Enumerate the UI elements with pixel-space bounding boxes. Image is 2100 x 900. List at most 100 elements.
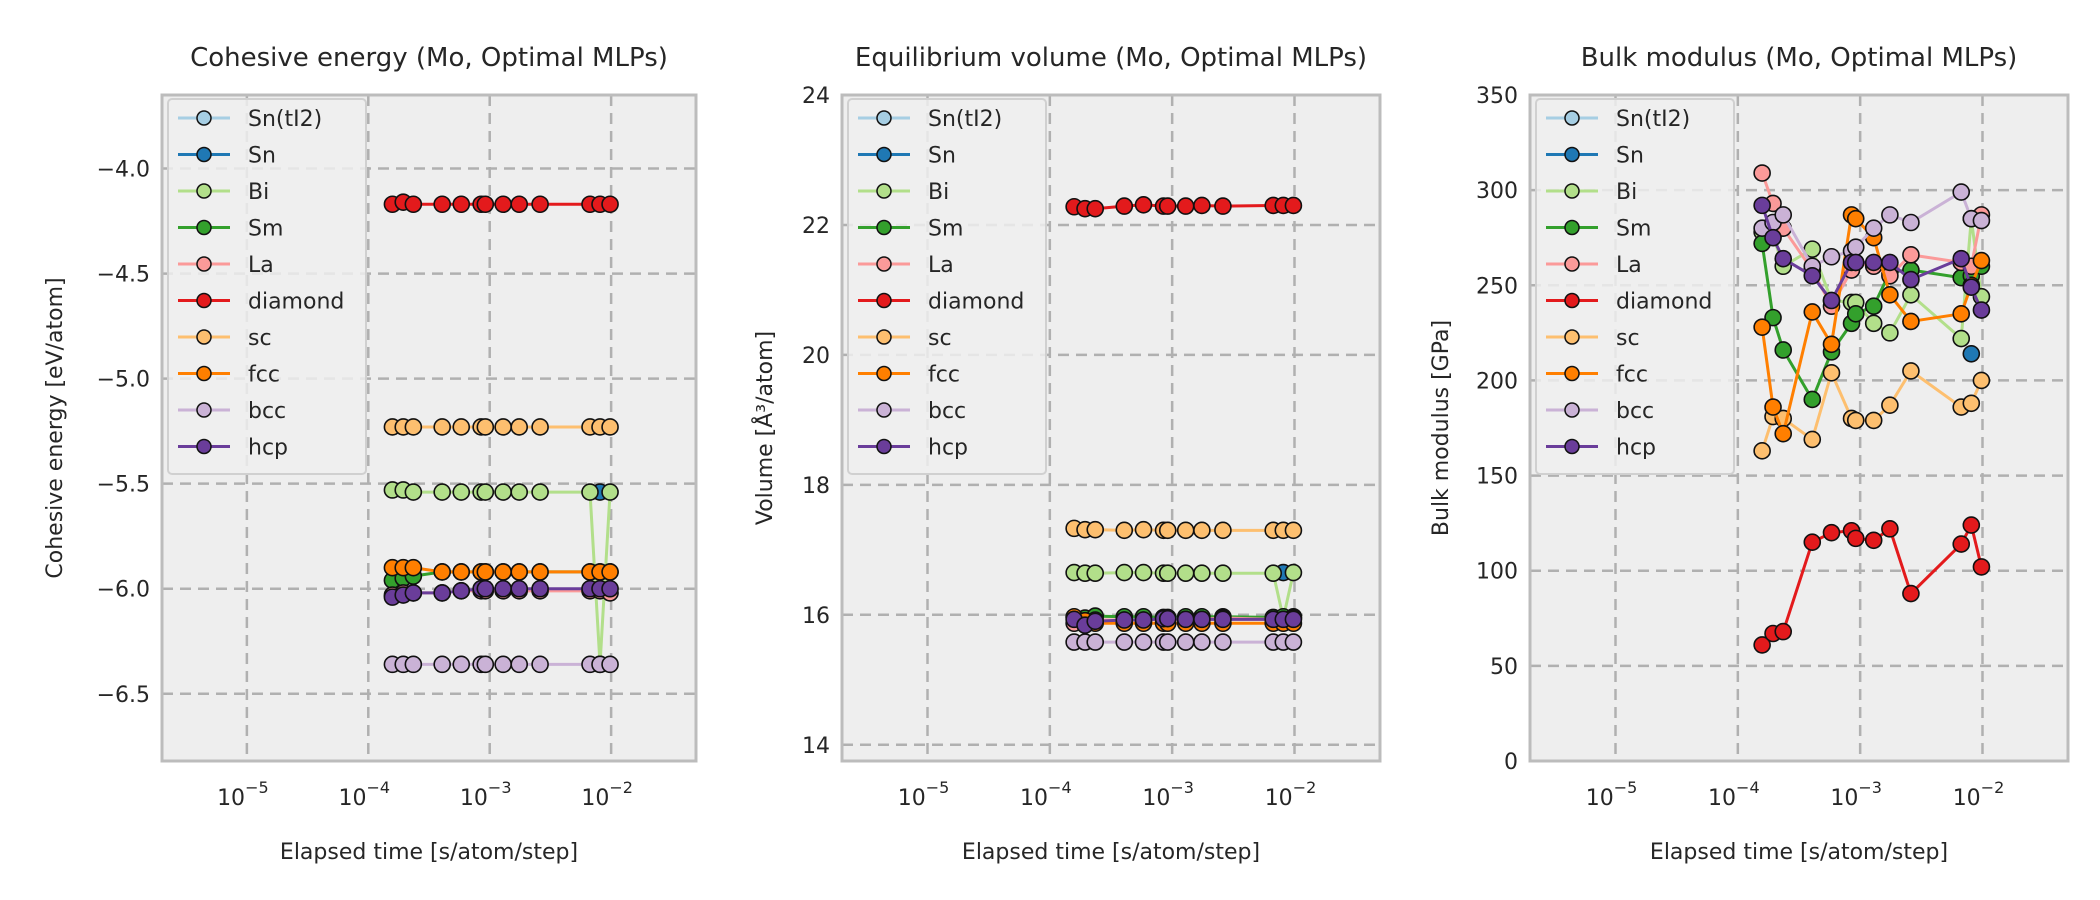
legend-entry: Sn(tI2) — [178, 107, 322, 132]
legend-label: hcp — [928, 436, 968, 461]
data-point-bcc — [1193, 633, 1211, 651]
legend-entry: Sm — [178, 217, 283, 242]
legend-label: Sm — [248, 217, 283, 242]
x-tick-exponent: −3 — [1170, 778, 1194, 797]
legend-marker — [1564, 402, 1580, 418]
legend-marker — [196, 329, 212, 345]
data-point-diamond — [1086, 199, 1105, 218]
legend: Sn(tI2) Sn Bi Sm La diamond sc fcc bcc hcp — [847, 98, 1047, 475]
legend-entry: fcc — [178, 363, 280, 388]
data-point-hcp — [1822, 291, 1841, 310]
y-tick-label: −6.5 — [97, 683, 150, 708]
data-point-sc — [1284, 521, 1303, 540]
y-tick-label: 100 — [1476, 560, 1518, 585]
legend-entry: bcc — [858, 399, 966, 424]
data-point-bcc — [1176, 633, 1195, 651]
legend-label: Sn — [928, 144, 956, 169]
data-point-bcc — [1086, 633, 1105, 651]
legend-entry: hcp — [858, 436, 968, 461]
data-point-bi — [1193, 564, 1211, 583]
data-point-diamond — [1952, 535, 1971, 553]
data-point-fcc — [1881, 285, 1899, 304]
axes-frame — [160, 93, 698, 763]
data-point-diamond — [1846, 529, 1865, 548]
data-point-la — [1902, 246, 1920, 264]
data-point-fcc — [1952, 305, 1971, 323]
data-point-diamond — [601, 195, 619, 214]
y-tick-label: 14 — [802, 734, 830, 759]
legend-marker — [196, 256, 212, 272]
data-point-bcc — [1115, 633, 1134, 651]
legend-label: La — [1616, 253, 1642, 278]
data-point-diamond — [1962, 516, 1981, 534]
data-point-bi — [1864, 314, 1883, 333]
data-point-diamond — [1753, 636, 1771, 654]
legend-entry: bcc — [1546, 399, 1654, 424]
x-tick-exponent: −3 — [488, 778, 512, 797]
legend-marker — [1564, 110, 1580, 126]
legend-marker — [876, 146, 892, 163]
legend-entry: La — [858, 253, 954, 278]
y-tick-label: 20 — [802, 344, 830, 369]
data-point-sc — [1086, 520, 1105, 539]
data-point-hcp — [1881, 253, 1899, 272]
data-point-sc — [1846, 411, 1865, 430]
x-tick-label: 10−3 — [1142, 778, 1194, 811]
data-point-bcc — [601, 655, 619, 674]
data-point-sn — [1962, 344, 1981, 363]
x-tick-base: 10 — [338, 786, 366, 811]
x-tick-base: 10 — [1265, 786, 1293, 811]
legend-marker — [1564, 365, 1580, 382]
legend-entry: Sn(tI2) — [858, 107, 1002, 132]
legend-label: Sn(tI2) — [248, 107, 322, 132]
data-point-bcc — [1952, 183, 1971, 201]
legend-entry: Sn — [858, 144, 956, 169]
data-point-bi — [510, 483, 529, 501]
x-tick-label: 10−2 — [1265, 778, 1317, 811]
data-point-sc — [1753, 442, 1771, 460]
x-tick-base: 10 — [1020, 786, 1048, 811]
data-point-sc — [452, 418, 471, 436]
y-axis-label: Cohesive energy [eV/atom] — [43, 277, 68, 578]
legend-label: Sm — [928, 217, 963, 242]
data-point-fcc — [1846, 209, 1865, 228]
y-tick-label: 0 — [1504, 750, 1518, 775]
legend-label: bcc — [1616, 399, 1654, 424]
legend-marker — [1564, 329, 1580, 345]
legend-marker — [876, 438, 892, 455]
data-point-hcp — [1086, 612, 1105, 631]
data-point-hcp — [494, 579, 512, 598]
data-point-bi — [1214, 564, 1232, 583]
data-point-hcp — [1214, 610, 1232, 629]
legend-marker — [196, 402, 212, 418]
legend-entry: La — [178, 253, 274, 278]
data-point-sc — [1803, 430, 1822, 449]
data-point-bcc — [1158, 633, 1177, 651]
x-tick-base: 10 — [1586, 786, 1614, 811]
legend-label: bcc — [928, 399, 966, 424]
data-point-bi — [494, 483, 512, 501]
data-point-fcc — [1774, 424, 1793, 443]
chart-panel-1: −4.0−4.5−5.0−5.5−6.0−6.510−5 10−4 10−3 10−2… — [43, 43, 698, 865]
data-point-diamond — [452, 195, 471, 214]
legend-label: Bi — [928, 180, 949, 205]
y-tick-label: 150 — [1476, 465, 1518, 490]
data-point-sc — [1193, 521, 1211, 540]
data-point-diamond — [1864, 531, 1883, 550]
data-point-hcp — [1158, 609, 1177, 628]
legend-label: hcp — [1616, 436, 1656, 461]
x-tick-label: 10−5 — [898, 778, 950, 811]
x-tick-base: 10 — [460, 786, 488, 811]
legend-label: Sn — [248, 144, 276, 169]
legend-label: sc — [248, 326, 272, 351]
data-point-diamond — [1115, 197, 1134, 215]
x-axis-label: Elapsed time [s/atom/step] — [280, 840, 578, 865]
y-tick-label: 22 — [802, 214, 830, 239]
x-tick-base: 10 — [1708, 786, 1736, 811]
data-point-hcp — [1864, 253, 1883, 272]
x-tick-exponent: −2 — [1293, 778, 1317, 797]
legend-marker — [196, 183, 212, 199]
legend-entry: Bi — [1546, 180, 1637, 205]
